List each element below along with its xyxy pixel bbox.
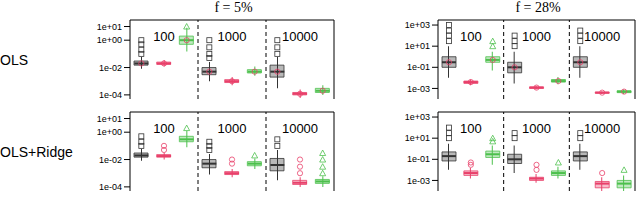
svg-text:10000: 10000 (282, 29, 318, 44)
svg-text:1e-01: 1e-01 (407, 62, 430, 72)
svg-text:100: 100 (460, 29, 482, 44)
svg-text:100: 100 (460, 121, 482, 136)
svg-text:10000: 10000 (584, 29, 620, 44)
svg-text:1000: 1000 (218, 29, 247, 44)
svg-text:1e-02: 1e-02 (99, 155, 122, 165)
svg-text:1e+01: 1e+01 (405, 133, 430, 143)
svg-text:1e+03: 1e+03 (405, 112, 430, 122)
svg-text:1e+01: 1e+01 (97, 114, 122, 124)
svg-text:100: 100 (153, 29, 175, 44)
html-text:OLS+Ridge: OLS+Ridge (0, 144, 73, 160)
svg-text:1e+00: 1e+00 (97, 35, 122, 45)
svg-text:1e-04: 1e-04 (99, 182, 122, 192)
svg-text:1e-03: 1e-03 (407, 176, 430, 186)
svg-text:1000: 1000 (522, 29, 551, 44)
svg-text:1e-02: 1e-02 (99, 63, 122, 73)
svg-text:1000: 1000 (522, 121, 551, 136)
svg-text:1e+03: 1e+03 (405, 20, 430, 30)
svg-text:10000: 10000 (584, 121, 620, 136)
svg-text:1e+00: 1e+00 (97, 127, 122, 137)
svg-text:1e-01: 1e-01 (407, 154, 430, 164)
svg-text:1e-04: 1e-04 (99, 90, 122, 100)
svg-text:1e+01: 1e+01 (405, 41, 430, 51)
svg-text:100: 100 (153, 121, 175, 136)
html-text:f = 28%: f = 28% (515, 0, 561, 15)
svg-text:1000: 1000 (218, 121, 247, 136)
html-text:f = 5%: f = 5% (214, 0, 253, 15)
svg-text:1e-03: 1e-03 (407, 84, 430, 94)
svg-text:1e+01: 1e+01 (97, 22, 122, 32)
html-text:OLS: OLS (0, 52, 28, 68)
svg-text:10000: 10000 (282, 121, 318, 136)
